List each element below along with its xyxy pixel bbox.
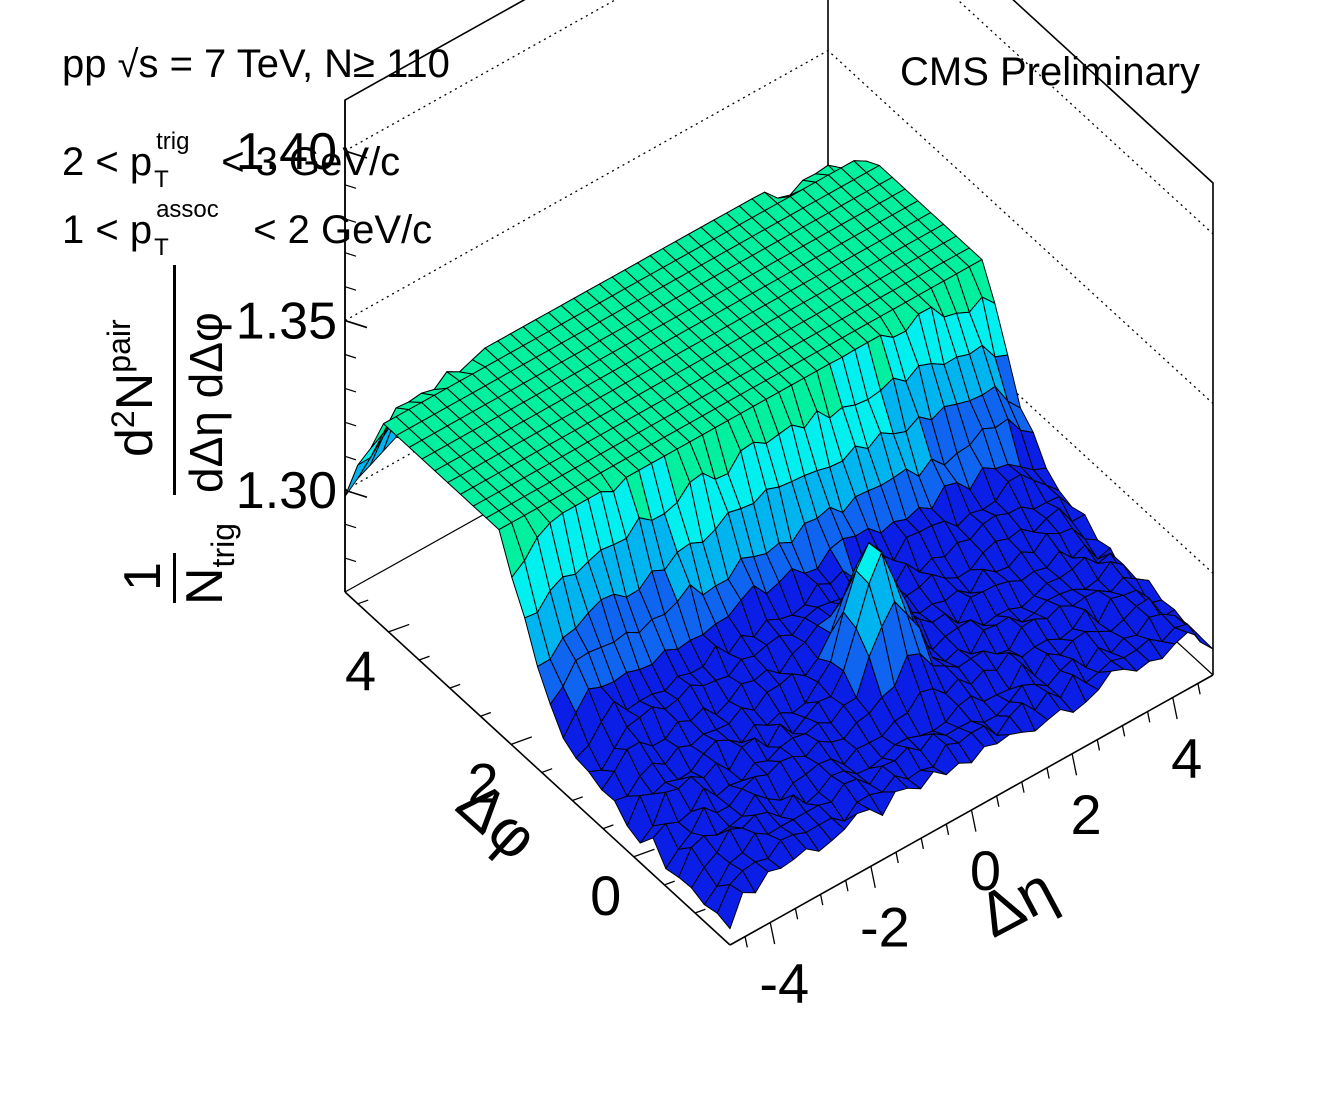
z-tick-label: 1.35 (236, 293, 337, 351)
z-minor-tick (344, 353, 357, 359)
eta-tick-label: 0 (970, 839, 1001, 902)
eta-tick-mark (920, 837, 925, 850)
phi-tick-mark (633, 848, 655, 858)
z-tick-label: 1.30 (236, 462, 337, 520)
z-minor-tick (344, 184, 357, 189)
passoc-range: 1 < p assoc T < 2 GeV/c (62, 196, 433, 261)
eta-tick-mark (845, 880, 849, 892)
z-tick-mark (344, 489, 368, 498)
experiment-label: CMS Preliminary (900, 50, 1201, 94)
collision-info: pp √s = 7 TeV, N≥ 110 (62, 42, 450, 86)
phi-axis-title: Δφ (444, 768, 551, 874)
z-title-ntrig: Ntrig (176, 522, 241, 605)
eta-tick-mark (1172, 697, 1178, 720)
z-gridline-1 (344, 49, 1214, 405)
phi-tick-label: 0 (590, 864, 621, 927)
z-title-denominator: dΔη dΔφ (180, 312, 232, 493)
surface-mesh (344, 160, 1214, 930)
eta-tick-mark (996, 795, 1000, 807)
z-tick-mark (344, 150, 368, 159)
eta-tick-label: -2 (860, 895, 910, 958)
eta-tick-mark (1121, 725, 1126, 737)
eta-tick-mark (1021, 781, 1025, 793)
z-minor-tick (344, 421, 357, 427)
phi-tick-mark (449, 683, 461, 689)
z-minor-tick (344, 387, 357, 393)
eta-tick-mark (870, 866, 876, 888)
z-title-numerator: d2Npair (101, 319, 164, 457)
phi-tick-label: 2 (468, 751, 499, 814)
z-axis-title: 1 Ntrig d2Npair dΔη dΔφ (8, 265, 338, 605)
ptrig-range: 2 < p trig T < 3 GeV/c (62, 128, 401, 193)
eta-tick-label: 2 (1071, 783, 1102, 846)
z-gridline-2 (344, 0, 1214, 235)
z-minor-tick (344, 523, 357, 529)
phi-axis-line (344, 591, 731, 946)
phi-tick-mark (510, 736, 533, 745)
z-title-one: 1 (114, 562, 172, 591)
z-minor-tick (344, 218, 357, 223)
eta-tick-mark (945, 823, 950, 835)
eta-tick-mark (1197, 683, 1201, 695)
phi-tick-mark (602, 824, 614, 830)
phi-tick-label: 4 (345, 639, 376, 702)
z-minor-tick (344, 252, 357, 257)
eta-tick-label: 4 (1171, 727, 1202, 790)
phi-tick-mark (418, 655, 430, 661)
phi-tick-mark (480, 711, 492, 717)
eta-tick-mark (1096, 739, 1101, 751)
z-minor-tick (344, 286, 357, 291)
eta-tick-mark (819, 894, 824, 906)
eta-tick-mark (1046, 767, 1050, 779)
phi-tick-mark (694, 908, 706, 914)
phi-tick-mark (664, 880, 675, 886)
eta-tick-label: -4 (759, 952, 809, 1015)
eta-tick-mark (769, 922, 776, 945)
z-minor-tick (344, 455, 357, 461)
z-tick-label: 1.40 (236, 123, 337, 181)
sqrt-symbol: √ (117, 44, 139, 86)
z-tick-mark (344, 319, 368, 329)
eta-tick-mark (970, 809, 977, 832)
z-minor-tick (344, 557, 357, 563)
phi-tick-mark (388, 623, 410, 633)
phi-tick-mark (357, 599, 369, 605)
eta-tick-mark (895, 852, 899, 864)
phi-tick-mark (541, 768, 553, 774)
phi-tick-mark (572, 796, 584, 802)
eta-tick-mark (1146, 711, 1151, 723)
eta-tick-mark (744, 936, 748, 948)
eta-tick-mark (794, 908, 799, 920)
eta-tick-mark (1071, 753, 1078, 776)
surface-cell (1187, 623, 1214, 650)
